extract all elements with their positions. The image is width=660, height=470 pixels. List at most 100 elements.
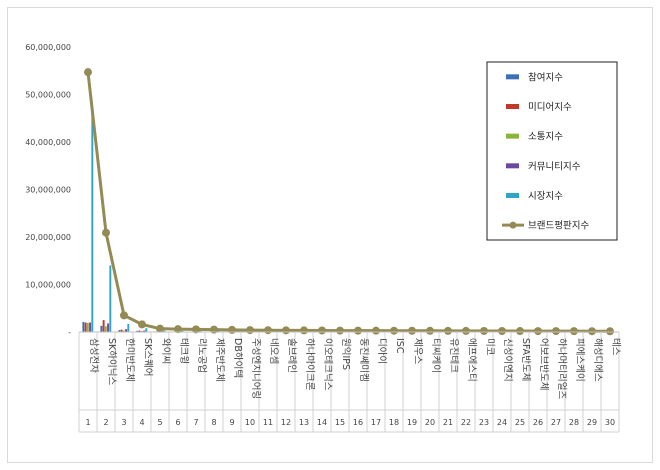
line-point-25 (516, 327, 524, 336)
category-index: 19 (407, 418, 417, 427)
category-label: SK스퀘어 (142, 338, 153, 376)
category-index: 16 (353, 418, 363, 427)
category-index: 24 (497, 418, 507, 427)
category-label: 해성디에스 (592, 338, 604, 382)
brand-reputation-chart: - 10,000,000 20,000,000 30,000,000 40,000,00… (25, 43, 621, 433)
category-index: 27 (551, 418, 561, 427)
bar-5-2 (109, 265, 112, 332)
line-point-14 (318, 326, 326, 335)
bar-5-3 (127, 323, 130, 332)
legend-label: 소통지수 (528, 132, 563, 143)
category-index: 15 (335, 418, 345, 427)
legend-label: 미디어지수 (528, 102, 572, 113)
bar-1-3 (118, 330, 121, 332)
bar-5-5 (163, 330, 166, 332)
category-label: 한미반도체 (124, 338, 135, 382)
bar-2-1 (84, 322, 87, 332)
category-index: 3 (121, 418, 126, 427)
category-label: 어보브반도체 (538, 338, 549, 390)
category-label: 삼성전자 (88, 338, 99, 373)
category-label: 티씨케이 (430, 338, 441, 373)
y-tick-label: 30,000,000 (25, 186, 71, 195)
y-tick-label: 50,000,000 (25, 91, 71, 100)
y-tick-label: 20,000,000 (25, 233, 71, 242)
category-label: 테스 (610, 338, 621, 356)
y-tick-label: 10,000,000 (25, 281, 71, 290)
category-label: 신성이엔지 (502, 338, 513, 382)
category-index: 29 (587, 418, 597, 427)
line-layer (84, 68, 614, 336)
bar-4-3 (125, 329, 128, 332)
category-label: 하나마이크론 (304, 338, 316, 391)
category-index: 8 (211, 418, 216, 427)
category-label: 주성엔지니어링 (250, 338, 262, 399)
category-label: 유진테크 (448, 338, 459, 373)
category-index: 21 (443, 418, 453, 427)
category-index: 2 (103, 418, 108, 427)
category-label: 와이씨 (160, 338, 172, 364)
bar-2-4 (138, 330, 141, 332)
category-label: 네오셈 (268, 338, 279, 364)
category-index: 5 (157, 418, 162, 427)
bar-4-1 (89, 322, 92, 332)
bar-2-3 (120, 329, 123, 333)
line-point-7 (192, 325, 200, 334)
legend-label: 커뮤니티지수 (528, 161, 581, 172)
bar-1-2 (100, 325, 103, 332)
line-point-19 (408, 326, 416, 335)
category-index: 4 (139, 418, 144, 427)
line-point-10 (246, 326, 254, 335)
category-index: 20 (425, 418, 435, 427)
category-index: 30 (605, 418, 615, 427)
bar-5-1 (91, 113, 94, 332)
category-index: 10 (245, 418, 255, 427)
category-label: 제우스 (412, 338, 423, 364)
bar-4-2 (107, 323, 110, 332)
line-point-12 (282, 326, 290, 335)
line-point-28 (570, 327, 578, 336)
category-label: 디아이 (376, 338, 387, 364)
chart-frame: - 10,000,000 20,000,000 30,000,000 40,000,00… (7, 7, 653, 463)
legend-swatch-marker (509, 221, 517, 229)
bar-2-2 (102, 320, 105, 333)
line-point-24 (498, 327, 506, 335)
bar-3-1 (86, 322, 89, 332)
bar-1-4 (136, 330, 139, 332)
bar-1-1 (82, 322, 85, 332)
line-point-29 (588, 327, 596, 336)
axis-layer: - 10,000,000 20,000,000 30,000,000 40,000,00… (25, 43, 621, 433)
line-point-2 (102, 228, 110, 237)
category-label: ISC (394, 338, 405, 354)
line-point-1 (84, 68, 92, 77)
legend-label: 참여지수 (528, 71, 563, 83)
bar-5-4 (145, 328, 148, 332)
category-label: 테크윙 (178, 338, 189, 364)
category-index: 18 (389, 418, 399, 427)
category-label: 동진쎄미켐 (358, 338, 370, 382)
category-label: SFA반도체 (520, 338, 531, 381)
category-index: 6 (175, 418, 180, 427)
bar-5-6 (181, 330, 184, 332)
category-index: 22 (461, 418, 471, 427)
line-point-11 (264, 326, 272, 335)
line-point-5 (156, 324, 164, 333)
category-label: DB하이텍 (232, 338, 244, 378)
legend-swatch (506, 163, 519, 169)
bar-4-4 (143, 330, 146, 332)
line-point-15 (336, 326, 344, 335)
bar-3-3 (122, 330, 125, 332)
category-label: 에프에스티 (466, 338, 477, 382)
category-index: 14 (317, 418, 327, 427)
line-point-23 (480, 326, 488, 335)
y-tick-label: 40,000,000 (25, 138, 71, 147)
legend-swatch (506, 133, 519, 139)
legend-label: 브랜드평판지수 (528, 221, 589, 232)
line-point-21 (444, 326, 452, 335)
line-point-4 (138, 320, 146, 329)
category-index: 28 (569, 418, 579, 427)
line-point-26 (534, 327, 542, 336)
category-label: 하나머티리얼즈 (556, 338, 568, 399)
category-index: 26 (533, 418, 543, 427)
category-index: 12 (281, 418, 291, 427)
category-label: SK하이닉스 (106, 338, 118, 385)
